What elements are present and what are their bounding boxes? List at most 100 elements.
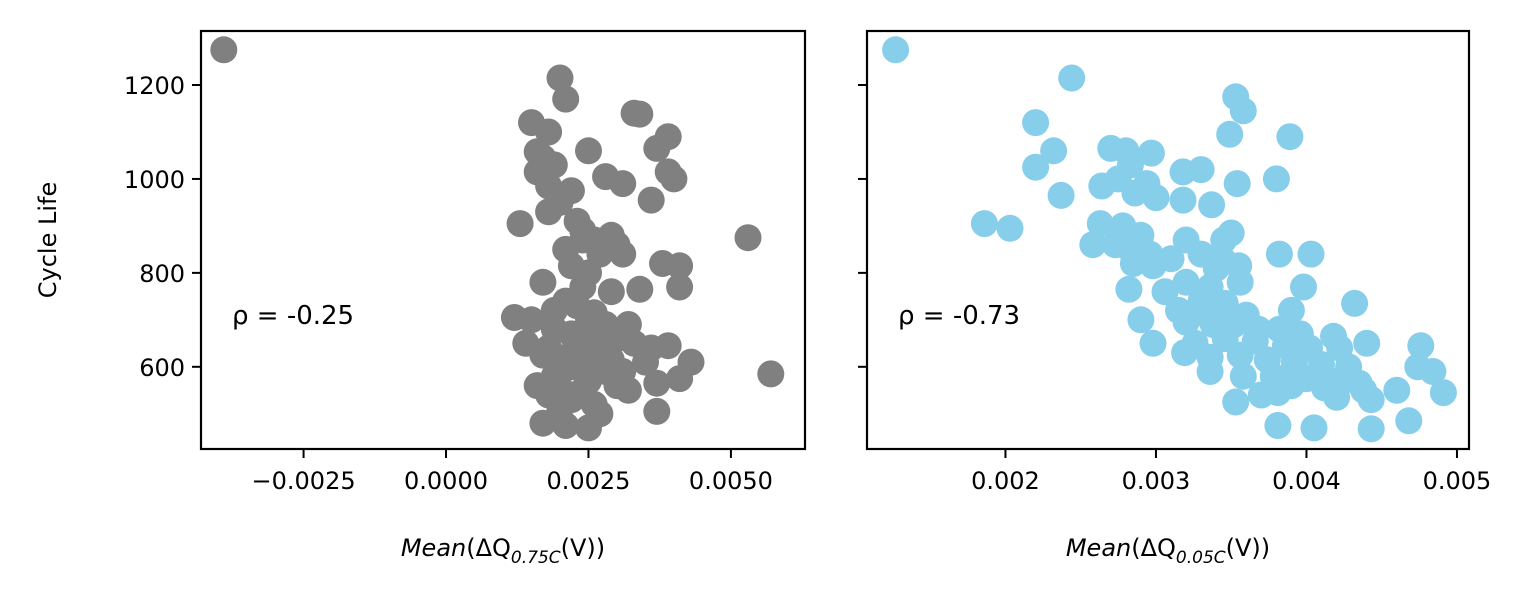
data-point: [632, 348, 659, 376]
data-point: [575, 137, 602, 165]
data-point: [552, 412, 580, 439]
data-point: [563, 353, 591, 381]
x-tick-label: 0.002: [971, 467, 1040, 495]
data-point: [523, 372, 551, 400]
data-point: [1086, 210, 1114, 238]
plot-frame-left: [199, 29, 807, 451]
data-point: [654, 332, 682, 360]
data-point: [529, 268, 557, 296]
data-point: [1357, 386, 1385, 414]
data-point: [643, 397, 671, 425]
data-point: [210, 36, 238, 64]
y-axis-label: Cycle Life: [34, 182, 62, 298]
data-point: [1119, 250, 1147, 277]
data-point: [1187, 156, 1215, 184]
data-point: [1383, 376, 1411, 404]
data-point: [1229, 97, 1257, 125]
data-point: [1022, 153, 1050, 181]
x-axis-label-left-sub: 0.75C: [511, 548, 561, 568]
x-tick-label: 0.004: [1272, 467, 1341, 495]
data-point: [1172, 308, 1200, 336]
data-point: [609, 240, 637, 268]
data-point: [1229, 362, 1257, 390]
data-point: [1151, 278, 1179, 306]
data-point: [1341, 289, 1369, 317]
data-point: [1047, 181, 1075, 209]
data-point: [1223, 170, 1251, 198]
data-point: [1217, 219, 1245, 247]
data-point: [1171, 339, 1199, 367]
data-point: [757, 360, 785, 388]
x-axis-label-right-open: (ΔQ: [1131, 534, 1176, 562]
y-tick-label: 800: [139, 260, 185, 288]
data-point: [1142, 184, 1170, 212]
data-point: [1115, 275, 1143, 303]
data-point: [614, 376, 642, 404]
plot-frame-right: [865, 29, 1471, 451]
y-ticks-right: [858, 84, 867, 368]
data-point: [1211, 289, 1239, 317]
data-point: [1169, 186, 1197, 214]
x-axis-label-right: Mean(ΔQ0.05C(V)): [1066, 534, 1270, 568]
data-point: [1121, 179, 1149, 207]
data-point: [626, 100, 654, 128]
data-point: [643, 134, 671, 162]
data-point: [1357, 415, 1385, 443]
data-point: [540, 296, 568, 324]
data-point: [1419, 358, 1447, 385]
data-point: [569, 226, 597, 254]
data-point: [1323, 383, 1351, 411]
x-axis-label-right-main: Mean: [1066, 534, 1131, 562]
data-point: [1407, 332, 1435, 360]
data-point: [1297, 240, 1325, 268]
data-point: [535, 198, 563, 226]
data-point: [1139, 329, 1167, 357]
data-point: [970, 210, 998, 238]
x-tick-label: 0.0000: [404, 467, 488, 495]
data-point: [586, 400, 614, 428]
y-ticks-left: 600 800 1000 1200: [124, 72, 201, 382]
data-point: [1226, 268, 1254, 296]
data-point: [609, 170, 637, 198]
data-point: [529, 409, 557, 437]
data-point: [1300, 414, 1328, 442]
scatter-panel-right: 0.002 0.003 0.004 0.005 ρ = -0.73 Mean(ΔQ0.…: [858, 29, 1491, 568]
data-point: [666, 365, 694, 393]
x-tick-label: 0.0050: [689, 467, 773, 495]
data-point: [1127, 306, 1155, 334]
data-point: [1353, 329, 1381, 357]
data-point: [1079, 231, 1107, 259]
scatter-points-right: [882, 36, 1457, 443]
y-tick-label: 1000: [124, 166, 185, 194]
data-point: [592, 325, 620, 353]
data-point: [1172, 268, 1200, 296]
data-point: [1264, 412, 1292, 439]
data-point: [1216, 120, 1244, 148]
data-point: [597, 278, 625, 306]
data-point: [1262, 165, 1290, 193]
data-point: [518, 306, 545, 334]
data-point: [626, 275, 654, 303]
data-point: [535, 118, 563, 146]
x-axis-label-left-open: (ΔQ: [466, 534, 511, 562]
data-point: [1290, 273, 1317, 301]
data-point: [882, 36, 910, 64]
data-point: [666, 273, 694, 301]
data-point: [1276, 123, 1304, 151]
scatter-panel-left: −0.0025 0.0000 0.0025 0.0050 600 800 1000 1200…: [34, 29, 807, 568]
x-axis-label-left-main: Mean: [401, 534, 466, 562]
data-point: [660, 165, 688, 193]
data-point: [637, 186, 665, 214]
data-point: [546, 64, 574, 92]
data-point: [734, 224, 762, 252]
x-axis-label-left: Mean(ΔQ0.75C(V)): [401, 534, 605, 568]
correlation-annotation-right: ρ = -0.73: [898, 301, 1020, 331]
x-ticks-left: −0.0025 0.0000 0.0025 0.0050: [252, 449, 773, 495]
scatter-points-left: [210, 36, 785, 442]
data-point: [1264, 379, 1292, 407]
x-tick-label: 0.003: [1122, 467, 1191, 495]
y-tick-label: 600: [139, 354, 185, 382]
data-point: [552, 85, 580, 113]
data-point: [1429, 379, 1457, 407]
